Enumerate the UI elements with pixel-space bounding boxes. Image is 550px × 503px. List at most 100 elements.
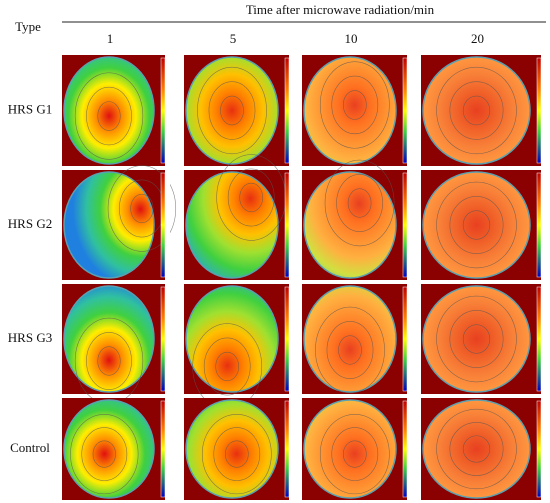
isotherm (239, 182, 264, 213)
thermal-image (303, 171, 397, 279)
color-bar-panel (407, 55, 412, 166)
color-bar-panel (541, 284, 546, 394)
thermal-image (422, 285, 531, 393)
thermal-image (185, 399, 279, 499)
isotherm (224, 440, 249, 468)
type-label: Type (15, 19, 41, 34)
isotherm (227, 168, 275, 227)
isotherm (74, 72, 144, 160)
row-label: Control (10, 440, 50, 455)
color-bar-panel (289, 170, 294, 280)
isotherm (449, 310, 504, 368)
color-bar-panel (407, 170, 412, 280)
isotherm (462, 210, 491, 240)
color-bar-panel (289, 398, 294, 500)
color-bar-panel (541, 55, 546, 166)
isotherm (436, 408, 517, 490)
color-bar (160, 57, 166, 164)
color-bar (536, 400, 542, 498)
isotherm (326, 321, 374, 379)
column-label: 10 (345, 31, 358, 46)
column-label: 20 (471, 31, 484, 46)
isotherm (86, 86, 132, 146)
isotherm (449, 81, 504, 140)
isotherm (336, 174, 383, 232)
thermal-image (185, 56, 279, 165)
isotherm (436, 295, 517, 383)
isotherm (449, 422, 504, 476)
color-bar-panel (541, 398, 546, 500)
isotherm (436, 66, 517, 155)
thermal-image (303, 56, 397, 165)
thermal-image (303, 285, 397, 393)
isotherm (86, 332, 132, 390)
isotherm (319, 61, 390, 149)
color-bar (536, 286, 542, 392)
thermal-image (422, 399, 531, 499)
isotherm (342, 90, 367, 120)
isotherm (319, 414, 390, 495)
isotherm (197, 66, 267, 155)
color-bar (402, 57, 408, 164)
thermal-image (422, 56, 531, 165)
color-bar-panel (407, 284, 412, 394)
thermal-image (63, 171, 155, 279)
thermal-image (185, 171, 279, 279)
color-bar (536, 172, 542, 278)
color-bar-panel (289, 284, 294, 394)
color-bar (402, 400, 408, 498)
isotherm (215, 351, 240, 382)
row-label: HRS G1 (8, 101, 52, 116)
color-bar (160, 172, 166, 278)
thermal-image (185, 285, 279, 393)
isotherm (70, 414, 139, 495)
isotherm (81, 427, 128, 481)
color-bar-panel (165, 55, 170, 166)
thermal-image (303, 399, 397, 499)
isotherm (220, 95, 244, 126)
image-grid (62, 55, 546, 500)
isotherm (97, 101, 121, 131)
isotherm (462, 324, 491, 354)
isotherm (97, 346, 121, 376)
isotherm (130, 193, 154, 224)
color-bar-panel (165, 284, 170, 394)
color-bar (402, 172, 408, 278)
color-bar (536, 57, 542, 164)
color-bar-panel (165, 398, 170, 500)
color-bar-panel (289, 55, 294, 166)
color-bar (402, 286, 408, 392)
thermal-image (63, 399, 155, 499)
thermal-image (422, 171, 531, 279)
header-title: Time after microwave radiation/min (246, 2, 435, 17)
column-label: 5 (230, 31, 237, 46)
isotherm (462, 95, 491, 126)
isotherm (342, 440, 367, 468)
isotherm (203, 337, 251, 396)
isotherm (324, 159, 395, 247)
isotherm (213, 427, 261, 481)
color-bar (284, 286, 290, 392)
isotherm (449, 196, 504, 254)
isotherm (436, 181, 517, 269)
color-bar (284, 57, 290, 164)
color-bar-panel (165, 170, 170, 280)
color-bar-panel (541, 170, 546, 280)
isotherm (338, 335, 362, 365)
color-bar (160, 400, 166, 498)
row-label: HRS G3 (8, 330, 52, 345)
color-bar (160, 286, 166, 392)
isotherm (201, 414, 272, 495)
color-bar-panel (407, 398, 412, 500)
isotherm (315, 306, 385, 394)
color-bar (284, 400, 290, 498)
isotherm (462, 435, 491, 463)
row-label: HRS G2 (8, 216, 52, 231)
isotherm (347, 188, 372, 218)
isotherm (331, 75, 379, 135)
column-label: 1 (107, 31, 114, 46)
isotherm (107, 165, 177, 252)
isotherm (208, 81, 256, 140)
color-bar (284, 172, 290, 278)
